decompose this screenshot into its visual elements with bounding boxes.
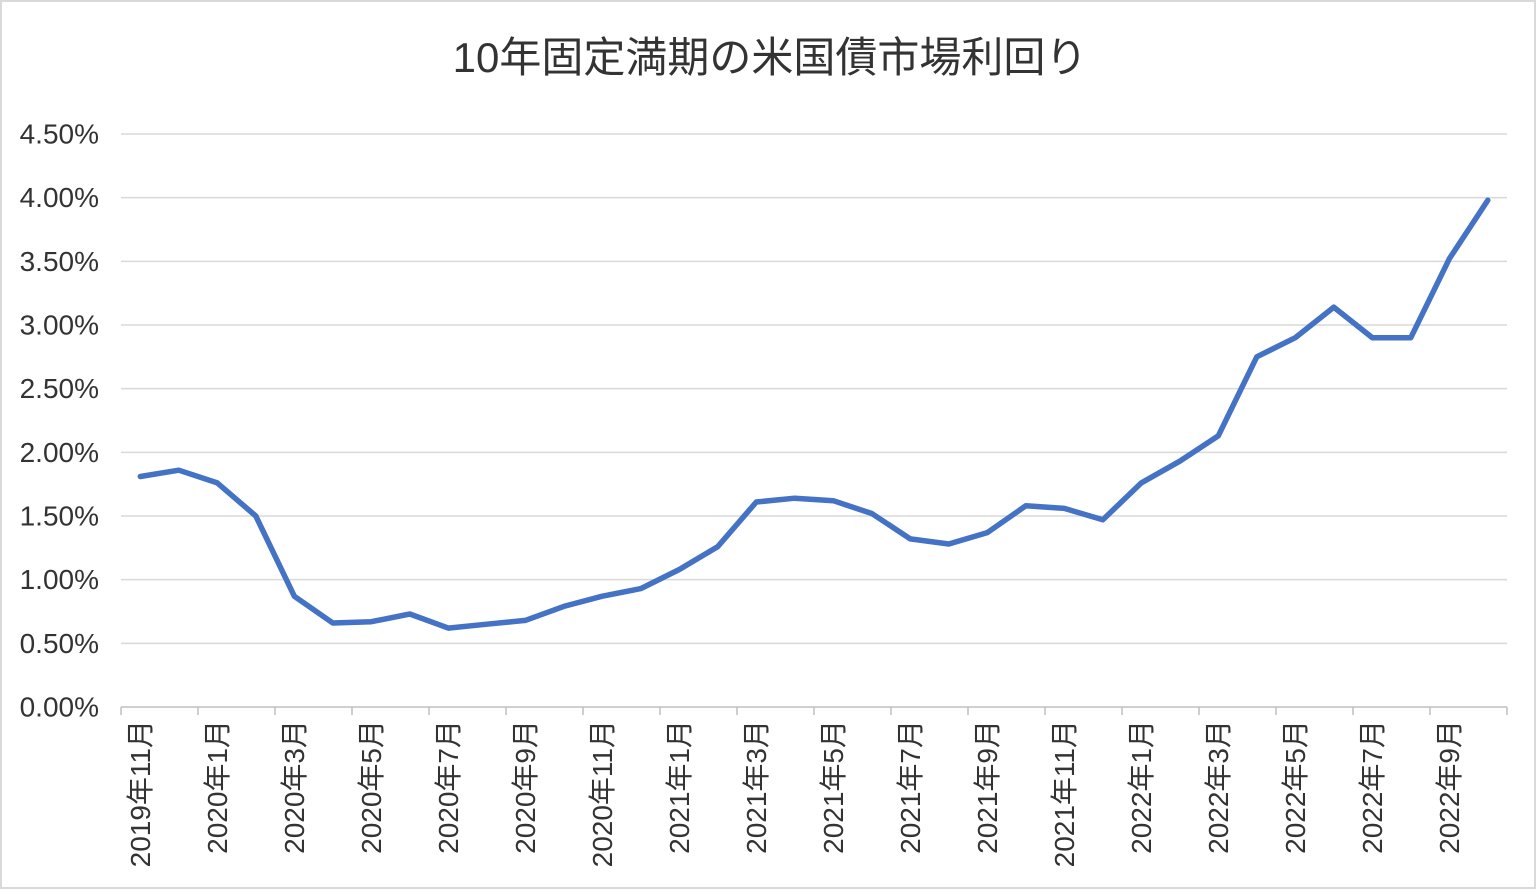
chart-title: 10年固定満期の米国債市場利回り <box>453 34 1088 81</box>
y-axis-tick-label: 0.50% <box>20 628 99 659</box>
y-axis-tick-label: 3.00% <box>20 310 99 341</box>
x-axis-tick-label: 2022年1月 <box>1126 720 1157 854</box>
x-axis-tick-label: 2021年11月 <box>1049 720 1080 867</box>
axes-group <box>120 706 1508 715</box>
yield-series-line <box>137 197 1491 631</box>
x-axis-tick-label: 2020年9月 <box>510 720 541 854</box>
series-group <box>137 197 1491 631</box>
x-axis-tick-label: 2022年3月 <box>1203 720 1234 854</box>
y-axis-tick-label: 1.50% <box>20 501 99 532</box>
x-axis-tick-label: 2020年11月 <box>587 720 618 867</box>
y-axis-tick-label: 4.50% <box>20 119 99 150</box>
x-axis-tick-label: 2021年9月 <box>972 720 1003 854</box>
y-axis-tick-label: 2.50% <box>20 373 99 404</box>
x-axis-tick-label: 2021年3月 <box>741 720 772 854</box>
x-axis-labels-group: 2019年11月 2020年1月 2020年3月 2020年5月 2020年7月 2020… <box>125 720 1465 867</box>
x-axis-tick-label: 2019年11月 <box>125 720 156 867</box>
x-axis-tick-label: 2020年1月 <box>202 720 233 854</box>
x-axis-tick-label: 2020年5月 <box>356 720 387 854</box>
x-axis-tick-label: 2021年5月 <box>818 720 849 854</box>
gridlines-group <box>121 133 1507 645</box>
y-axis-tick-label: 4.00% <box>20 182 99 213</box>
y-axis-tick-label: 0.00% <box>20 692 99 723</box>
y-axis-tick-label: 1.00% <box>20 564 99 595</box>
x-axis-tick-label: 2020年3月 <box>279 720 310 854</box>
x-axis-tick-label: 2022年9月 <box>1434 720 1465 854</box>
x-axis-tick-label: 2022年7月 <box>1357 720 1388 854</box>
x-axis-tick-label: 2021年7月 <box>895 720 926 854</box>
y-axis-labels-group: 0.00% 0.50% 1.00% 1.50% 2.00% 2.50% 3.00% 3.50%… <box>20 119 99 723</box>
x-axis-tick-label: 2020年7月 <box>433 720 464 854</box>
x-axis-tick-label: 2022年5月 <box>1280 720 1311 854</box>
y-axis-tick-label: 3.50% <box>20 246 99 277</box>
x-axis-tick-label: 2021年1月 <box>664 720 695 854</box>
y-axis-tick-label: 2.00% <box>20 437 99 468</box>
